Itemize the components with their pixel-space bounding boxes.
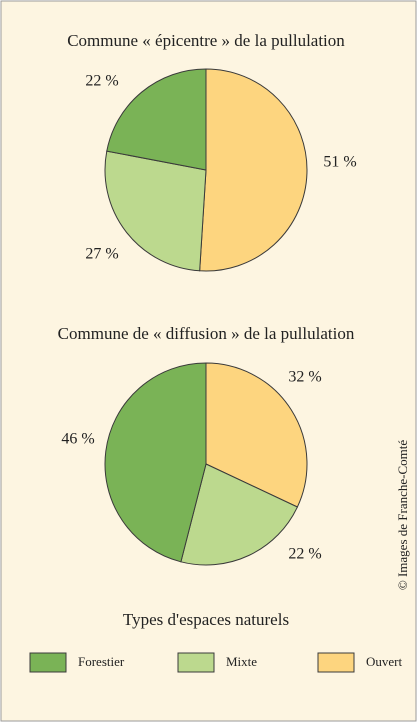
chart-title: Commune « épicentre » de la pullulation [67,31,345,50]
legend-title: Types d'espaces naturels [123,610,289,629]
legend-label: Ouvert [366,654,402,669]
legend-swatch [317,652,355,673]
legend-label: Mixte [226,654,257,669]
pie-slice [205,362,308,508]
chart-title: Commune de « diffusion » de la pullulati… [58,324,355,343]
data-label: 22 % [288,546,321,563]
pie-slice [180,463,299,566]
legend-label: Forestier [78,654,125,669]
pie-slice [104,362,207,563]
pie-slice [199,68,308,272]
data-label: 27 % [85,246,118,263]
legend-swatch [29,652,67,673]
pie-slice [104,150,207,272]
pie-slice [106,68,207,171]
legend-swatch [177,652,215,673]
data-label: 22 % [85,73,118,90]
data-label: 46 % [61,431,94,448]
credit: © Images de Franche-Comté [395,440,410,591]
data-label: 51 % [323,154,356,171]
data-label: 32 % [288,369,321,386]
